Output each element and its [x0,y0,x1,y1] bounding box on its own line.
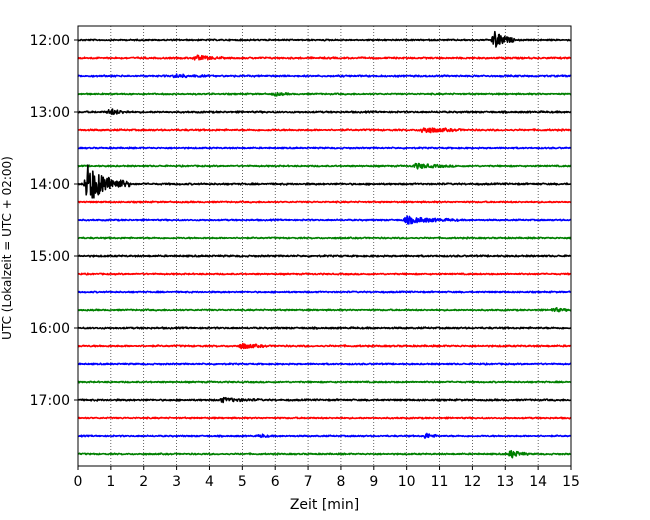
x-tick-label: 15 [562,474,580,490]
x-tick-label: 0 [74,474,83,490]
seismogram-trace [77,30,572,48]
y-axis-label: UTC (Lokalzeit = UTC + 02:00) [0,156,14,340]
seismogram-trace [77,272,572,276]
seismogram-trace [77,236,572,240]
seismogram-trace [77,290,572,294]
seismogram-trace [77,432,572,439]
x-tick-label: 1 [106,474,115,490]
seismogram-trace [77,449,572,459]
seismogram-trace [77,380,572,384]
seismogram-trace [77,54,572,61]
x-tick-label: 9 [369,474,378,490]
y-tick-label: 16:00 [30,321,70,337]
seismogram-trace [77,362,572,366]
x-tick-label: 10 [398,474,416,490]
seismogram-trace [77,127,572,134]
seismogram-trace [77,91,572,97]
y-tick-label: 17:00 [30,393,70,409]
y-tick-label: 15:00 [30,249,70,265]
seismogram-trace [77,215,572,225]
x-tick-label: 14 [529,474,547,490]
x-tick-label: 8 [336,474,345,490]
seismogram-trace [77,164,572,199]
x-axis-label: Zeit [min] [290,497,359,513]
seismogram-trace [77,396,572,404]
x-tick-label: 4 [205,474,214,490]
seismogram-trace [77,146,572,150]
y-tick-label: 14:00 [30,177,70,193]
x-axis-ticks: 0 1 2 3 4 5 6 7 8 9 10 11 12 13 14 15 [74,466,580,490]
x-tick-label: 12 [463,474,481,490]
x-tick-label: 2 [139,474,148,490]
seismogram-trace [77,342,572,350]
seismogram-trace [77,162,572,170]
x-tick-label: 6 [271,474,280,490]
grid-lines [110,26,539,466]
seismogram-trace [77,416,572,420]
seismogram-trace [77,307,572,313]
y-tick-label: 12:00 [30,33,70,49]
seismogram-trace [77,254,572,258]
seismogram-traces [77,30,572,459]
seismogram-trace [77,200,572,204]
x-tick-label: 11 [431,474,449,490]
plot-frame [77,25,572,467]
seismogram-trace [77,326,572,330]
y-axis-ticks: 12:00 13:00 14:00 15:00 16:00 17:00 [30,33,78,409]
seismogram-trace [77,73,572,79]
x-tick-label: 3 [172,474,181,490]
x-tick-label: 13 [496,474,514,490]
x-tick-label: 7 [304,474,313,490]
y-tick-label: 13:00 [30,105,70,121]
x-tick-label: 5 [238,474,247,490]
seismogram-trace [77,108,572,116]
